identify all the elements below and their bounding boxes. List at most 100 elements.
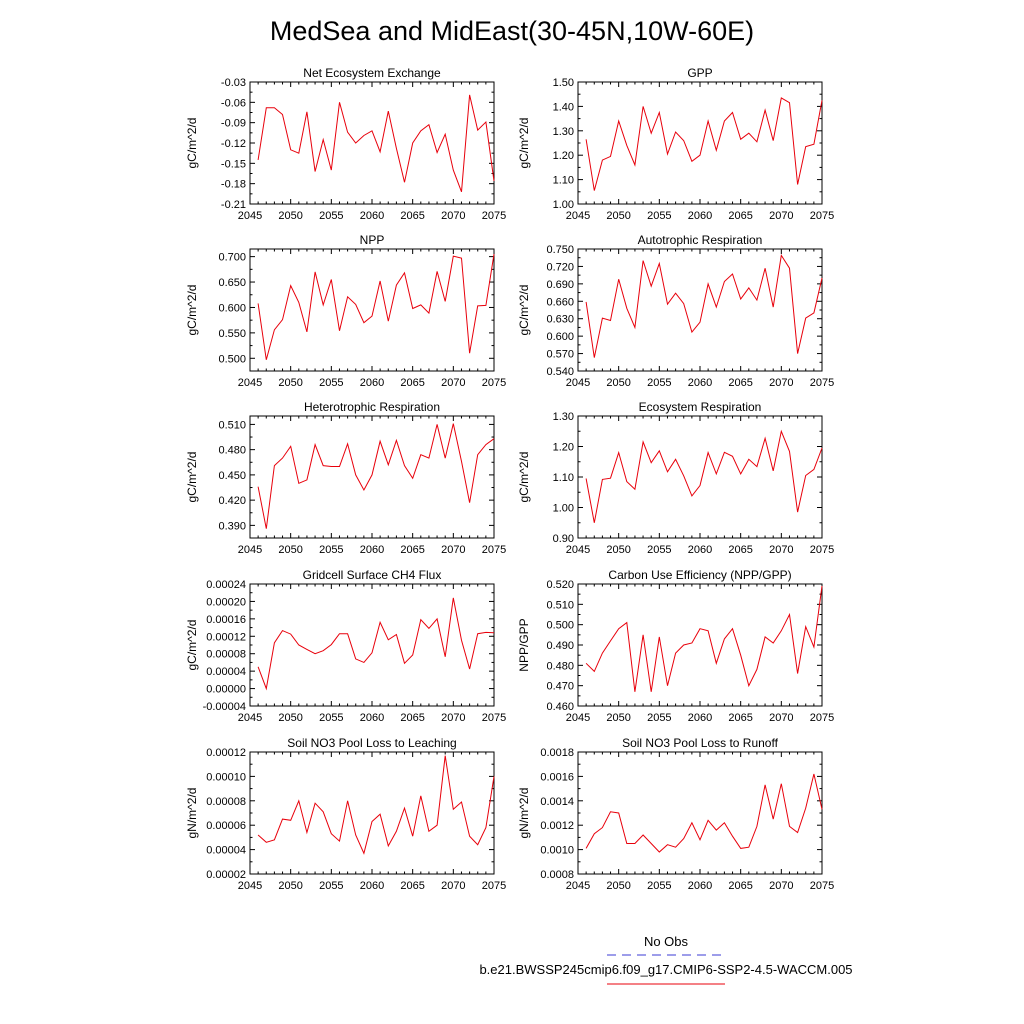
y-tick-label: -0.15 bbox=[221, 158, 246, 170]
x-tick-label: 2060 bbox=[688, 880, 712, 892]
y-tick-label: -0.06 bbox=[221, 97, 246, 109]
x-tick-label: 2045 bbox=[566, 880, 590, 892]
panel-title: NPP bbox=[360, 233, 385, 247]
x-tick-label: 2055 bbox=[319, 880, 343, 892]
panel-soil-no3-pool-loss-to-leaching: Soil NO3 Pool Loss to Leaching 2045 2050 20… bbox=[185, 736, 506, 892]
y-tick-label: 1.20 bbox=[553, 442, 574, 454]
x-tick-label: 2060 bbox=[360, 544, 384, 556]
legend: No Obs b.e21.BWSSP245cmip6.f09_g17.CMIP6… bbox=[479, 934, 853, 985]
x-tick-label: 2065 bbox=[728, 880, 752, 892]
y-tick-label: 0.630 bbox=[546, 314, 574, 326]
panel-autotrophic-respiration: Autotrophic Respiration 2045 2050 2055 2060 2… bbox=[517, 233, 834, 389]
x-tick-label: 2050 bbox=[606, 210, 630, 222]
x-tick-label: 2070 bbox=[769, 544, 793, 556]
plot-frame bbox=[577, 248, 823, 372]
x-tick-label: 2075 bbox=[482, 712, 506, 724]
y-tick-label: 1.20 bbox=[553, 150, 574, 162]
x-tick-label: 2065 bbox=[400, 377, 424, 389]
x-tick-label: 2070 bbox=[769, 880, 793, 892]
y-tick-label: 0.00006 bbox=[206, 820, 246, 832]
x-tick-label: 2045 bbox=[238, 210, 262, 222]
panel-heterotrophic-respiration: Heterotrophic Respiration 2045 2050 2055 206… bbox=[185, 400, 506, 556]
panel-ecosystem-respiration: Ecosystem Respiration 2045 2050 2055 2060 206… bbox=[517, 400, 834, 556]
y-tick-label: 0.460 bbox=[546, 701, 574, 713]
y-axis-label: gC/m^2/d bbox=[185, 285, 199, 336]
panel-net-ecosystem-exchange: Net Ecosystem Exchange 2045 2050 2055 2060 20… bbox=[185, 66, 506, 222]
x-tick-label: 2070 bbox=[441, 880, 465, 892]
plot-frame bbox=[249, 583, 495, 707]
x-tick-label: 2065 bbox=[400, 544, 424, 556]
x-tick-label: 2070 bbox=[441, 712, 465, 724]
y-tick-label: 0.00004 bbox=[206, 666, 246, 678]
x-tick-label: 2045 bbox=[238, 544, 262, 556]
panels: Net Ecosystem Exchange 2045 2050 2055 2060 20… bbox=[185, 66, 834, 892]
x-tick-label: 2065 bbox=[728, 210, 752, 222]
x-tick-label: 2070 bbox=[769, 210, 793, 222]
y-tick-label: 0.700 bbox=[218, 252, 246, 264]
legend-model-label: b.e21.BWSSP245cmip6.f09_g17.CMIP6-SSP2-4… bbox=[479, 962, 852, 977]
panel-title: Gridcell Surface CH4 Flux bbox=[303, 568, 442, 582]
y-axis-label: gC/m^2/d bbox=[185, 118, 199, 169]
x-tick-label: 2055 bbox=[319, 544, 343, 556]
y-tick-label: 0.0008 bbox=[540, 869, 574, 881]
y-tick-label: 0.470 bbox=[546, 681, 574, 693]
y-tick-label: 1.10 bbox=[553, 472, 574, 484]
y-tick-label: 0.660 bbox=[546, 296, 574, 308]
y-tick-label: -0.03 bbox=[221, 77, 246, 89]
y-tick-label: 0.720 bbox=[546, 261, 574, 273]
x-tick-label: 2055 bbox=[647, 544, 671, 556]
x-tick-label: 2070 bbox=[441, 544, 465, 556]
panel-gridcell-surface-ch4-flux: Gridcell Surface CH4 Flux 2045 2050 2055 206… bbox=[185, 568, 506, 724]
x-tick-label: 2050 bbox=[278, 880, 302, 892]
y-tick-label: 0.0012 bbox=[540, 820, 574, 832]
y-axis-label: gC/m^2/d bbox=[517, 452, 531, 503]
plot-frame bbox=[249, 81, 495, 205]
plot-frame bbox=[249, 248, 495, 372]
series-line bbox=[585, 773, 823, 853]
y-tick-label: 0.90 bbox=[553, 533, 574, 545]
series-line bbox=[257, 94, 495, 192]
x-tick-label: 2065 bbox=[400, 210, 424, 222]
y-tick-label: 0.0010 bbox=[540, 845, 574, 857]
x-tick-label: 2075 bbox=[482, 880, 506, 892]
x-tick-label: 2055 bbox=[319, 210, 343, 222]
y-tick-label: 0.690 bbox=[546, 279, 574, 291]
x-tick-label: 2060 bbox=[360, 377, 384, 389]
y-tick-label: 0.550 bbox=[218, 328, 246, 340]
x-tick-label: 2060 bbox=[360, 880, 384, 892]
x-tick-label: 2070 bbox=[769, 712, 793, 724]
y-tick-label: 0.500 bbox=[218, 353, 246, 365]
y-tick-label: 0.0018 bbox=[540, 747, 574, 759]
y-axis-label: gN/m^2/d bbox=[517, 788, 531, 839]
x-tick-label: 2060 bbox=[360, 210, 384, 222]
series-line bbox=[585, 254, 823, 358]
y-tick-label: -0.21 bbox=[221, 199, 246, 211]
panel-title: Autotrophic Respiration bbox=[638, 233, 763, 247]
plot-frame bbox=[577, 583, 823, 707]
series-line bbox=[585, 585, 823, 692]
x-tick-label: 2065 bbox=[400, 880, 424, 892]
x-tick-label: 2045 bbox=[238, 880, 262, 892]
panel-npp: NPP 2045 2050 2055 2060 2065 2070 2075 0.500 0.55… bbox=[185, 233, 506, 389]
y-tick-label: 0.390 bbox=[218, 520, 246, 532]
x-tick-label: 2055 bbox=[647, 880, 671, 892]
x-tick-label: 2070 bbox=[441, 210, 465, 222]
y-tick-label: -0.18 bbox=[221, 179, 246, 191]
x-tick-label: 2060 bbox=[360, 712, 384, 724]
panel-title: GPP bbox=[687, 66, 712, 80]
y-tick-label: 0.490 bbox=[546, 640, 574, 652]
panel-title: Heterotrophic Respiration bbox=[304, 400, 440, 414]
y-tick-label: 0.00004 bbox=[206, 845, 246, 857]
y-tick-label: 1.50 bbox=[553, 77, 574, 89]
x-tick-label: 2070 bbox=[769, 377, 793, 389]
x-tick-label: 2050 bbox=[606, 712, 630, 724]
y-tick-label: 1.40 bbox=[553, 101, 574, 113]
y-axis-label: gN/m^2/d bbox=[185, 788, 199, 839]
y-axis-label: gC/m^2/d bbox=[517, 118, 531, 169]
y-tick-label: 0.480 bbox=[546, 660, 574, 672]
x-tick-label: 2075 bbox=[810, 377, 834, 389]
y-tick-label: 0.00012 bbox=[206, 631, 246, 643]
plot-frame bbox=[577, 751, 823, 875]
x-tick-label: 2050 bbox=[606, 880, 630, 892]
